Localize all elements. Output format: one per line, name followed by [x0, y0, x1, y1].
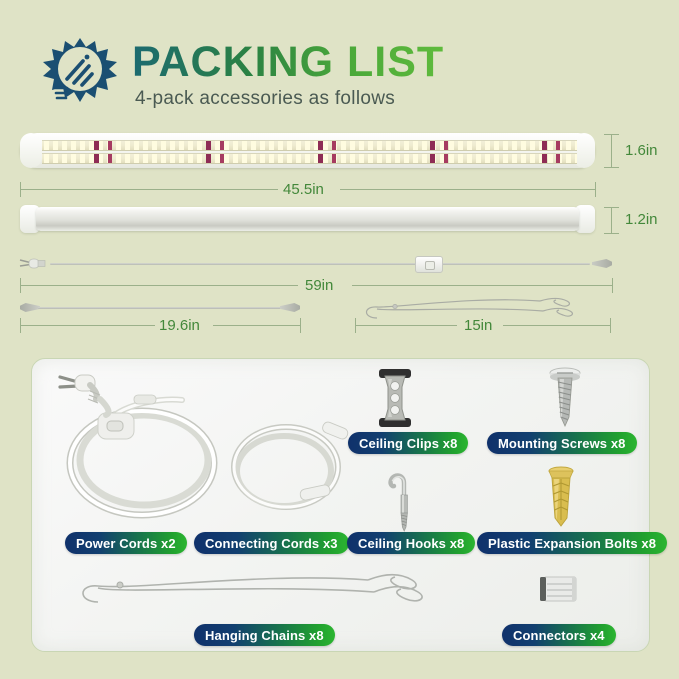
- power-cord-photo: [54, 365, 229, 530]
- power-cord-diagram: [19, 253, 612, 275]
- bar-height-label: 1.6in: [625, 142, 658, 159]
- pill-hanging-chain: Hanging Chains x8: [194, 624, 335, 646]
- connecting-cord-diagram: [20, 300, 300, 316]
- sunburst-lightbulb-icon: [42, 36, 118, 112]
- connector-photo: [532, 567, 590, 611]
- pill-mounting-screw: Mounting Screws x8: [487, 432, 637, 454]
- cord-connector-tip: [592, 259, 612, 268]
- bar-length-label: 45.5in: [283, 181, 324, 198]
- led-dots-red: [42, 141, 577, 150]
- header: PACKING LIST 4-pack accessories as follo…: [40, 36, 470, 122]
- led-bar-endcap-left: [20, 133, 42, 168]
- pill-ceiling-clip: Ceiling Clips x8: [348, 432, 469, 454]
- plug-icon: [19, 257, 46, 270]
- hanging-chain-diagram: [355, 288, 610, 330]
- power-cord-wire: [50, 263, 590, 265]
- led-bar-plain: [20, 205, 595, 233]
- page-subtitle: 4-pack accessories as follows: [135, 88, 396, 109]
- led-bar-endcap-right: [573, 133, 595, 168]
- cord-end-left: [20, 303, 40, 312]
- tube-endcap-right: [575, 205, 595, 233]
- led-dots-red: [42, 154, 577, 163]
- connecting-cord-wire: [38, 307, 282, 309]
- pill-power-cord: Power Cords x2: [65, 532, 187, 554]
- ceiling-hook-photo: [379, 467, 423, 533]
- pill-connector: Connectors x4: [502, 624, 616, 646]
- inline-switch: [415, 256, 443, 273]
- hanging-chain-photo: [68, 562, 438, 618]
- tube-height-label: 1.2in: [625, 211, 658, 228]
- power-cord-label: 59in: [305, 277, 334, 294]
- hanging-chain-label: 15in: [464, 317, 493, 334]
- mounting-screw-photo: [545, 365, 585, 429]
- led-bar-illuminated: [20, 133, 595, 168]
- pill-ceiling-hook: Ceiling Hooks x8: [347, 532, 476, 554]
- tube-endcap-left: [20, 205, 40, 233]
- connecting-cord-label: 19.6in: [159, 317, 200, 334]
- connecting-cord-photo: [224, 411, 354, 521]
- pill-plastic-expansion-bolt: Plastic Expansion Bolts x8: [477, 532, 668, 554]
- ceiling-clip-photo: [372, 367, 418, 429]
- pill-connecting-cord: Connecting Cords x3: [194, 532, 349, 554]
- cord-end-right: [280, 303, 300, 312]
- plastic-expansion-bolt-photo: [540, 462, 582, 530]
- led-strip-bottom: [42, 153, 577, 164]
- accessories-panel: Power Cords x2 Connecting Cords x3: [31, 358, 668, 652]
- page-title: PACKING LIST: [132, 38, 445, 86]
- tube-body: [36, 207, 579, 231]
- led-strip-top: [42, 140, 577, 151]
